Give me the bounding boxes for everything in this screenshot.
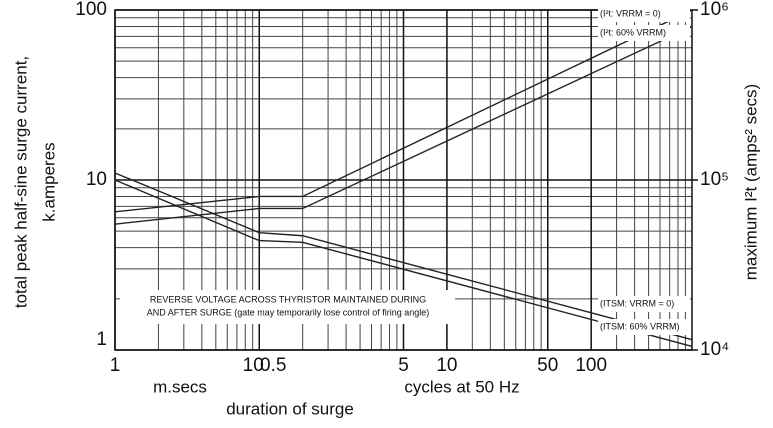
y-axis-title: total peak half-sine surge current, [11, 56, 30, 308]
legend-box [598, 6, 690, 22]
y2-axis-title: maximum I²t (amps² secs) [741, 84, 760, 280]
y2-tick-label: 10⁴ [700, 339, 729, 360]
series-line [114, 9, 693, 213]
legend-label: (ITSM: 60% VRRM) [600, 321, 680, 331]
x-axis-title: duration of surge [226, 399, 354, 418]
annotation: REVERSE VOLTAGE ACROSS THYRISTOR MAINTAI… [150, 294, 426, 304]
y-tick-label: 100 [75, 0, 107, 20]
x-tick-label: 5 [398, 355, 409, 376]
legend-box [598, 319, 690, 335]
x-tick-label: 0.5 [260, 355, 286, 376]
legend-label: (I²t: VRRM = 0) [600, 8, 661, 18]
legend-label: (I²t: 60% VRRM) [600, 27, 666, 37]
y-tick-label: 10 [86, 169, 107, 190]
series-line [114, 25, 693, 225]
x-axis-title: cycles at 50 Hz [404, 377, 519, 396]
y2-tick-label: 10⁵ [700, 169, 729, 190]
x-tick-label: 50 [537, 355, 558, 376]
x-tick-label: 1 [110, 355, 121, 376]
legend-label: (ITSM: VRRM = 0) [600, 298, 674, 308]
series-line [114, 179, 693, 348]
x-tick-label: 10 [243, 355, 264, 376]
annotation: AND AFTER SURGE (gate may temporarily lo… [147, 307, 430, 317]
x-axis-title: m.secs [153, 377, 207, 396]
legend-box [598, 25, 690, 41]
x-tick-label: 100 [575, 355, 607, 376]
y2-tick-label: 10⁶ [700, 0, 729, 20]
x-tick-label: 10 [436, 355, 457, 376]
y-tick-label: 1 [96, 329, 107, 350]
legend-box [598, 296, 690, 312]
series-line [114, 172, 693, 341]
y-axis-title: k.amperes [39, 142, 58, 221]
note-box [120, 290, 455, 324]
